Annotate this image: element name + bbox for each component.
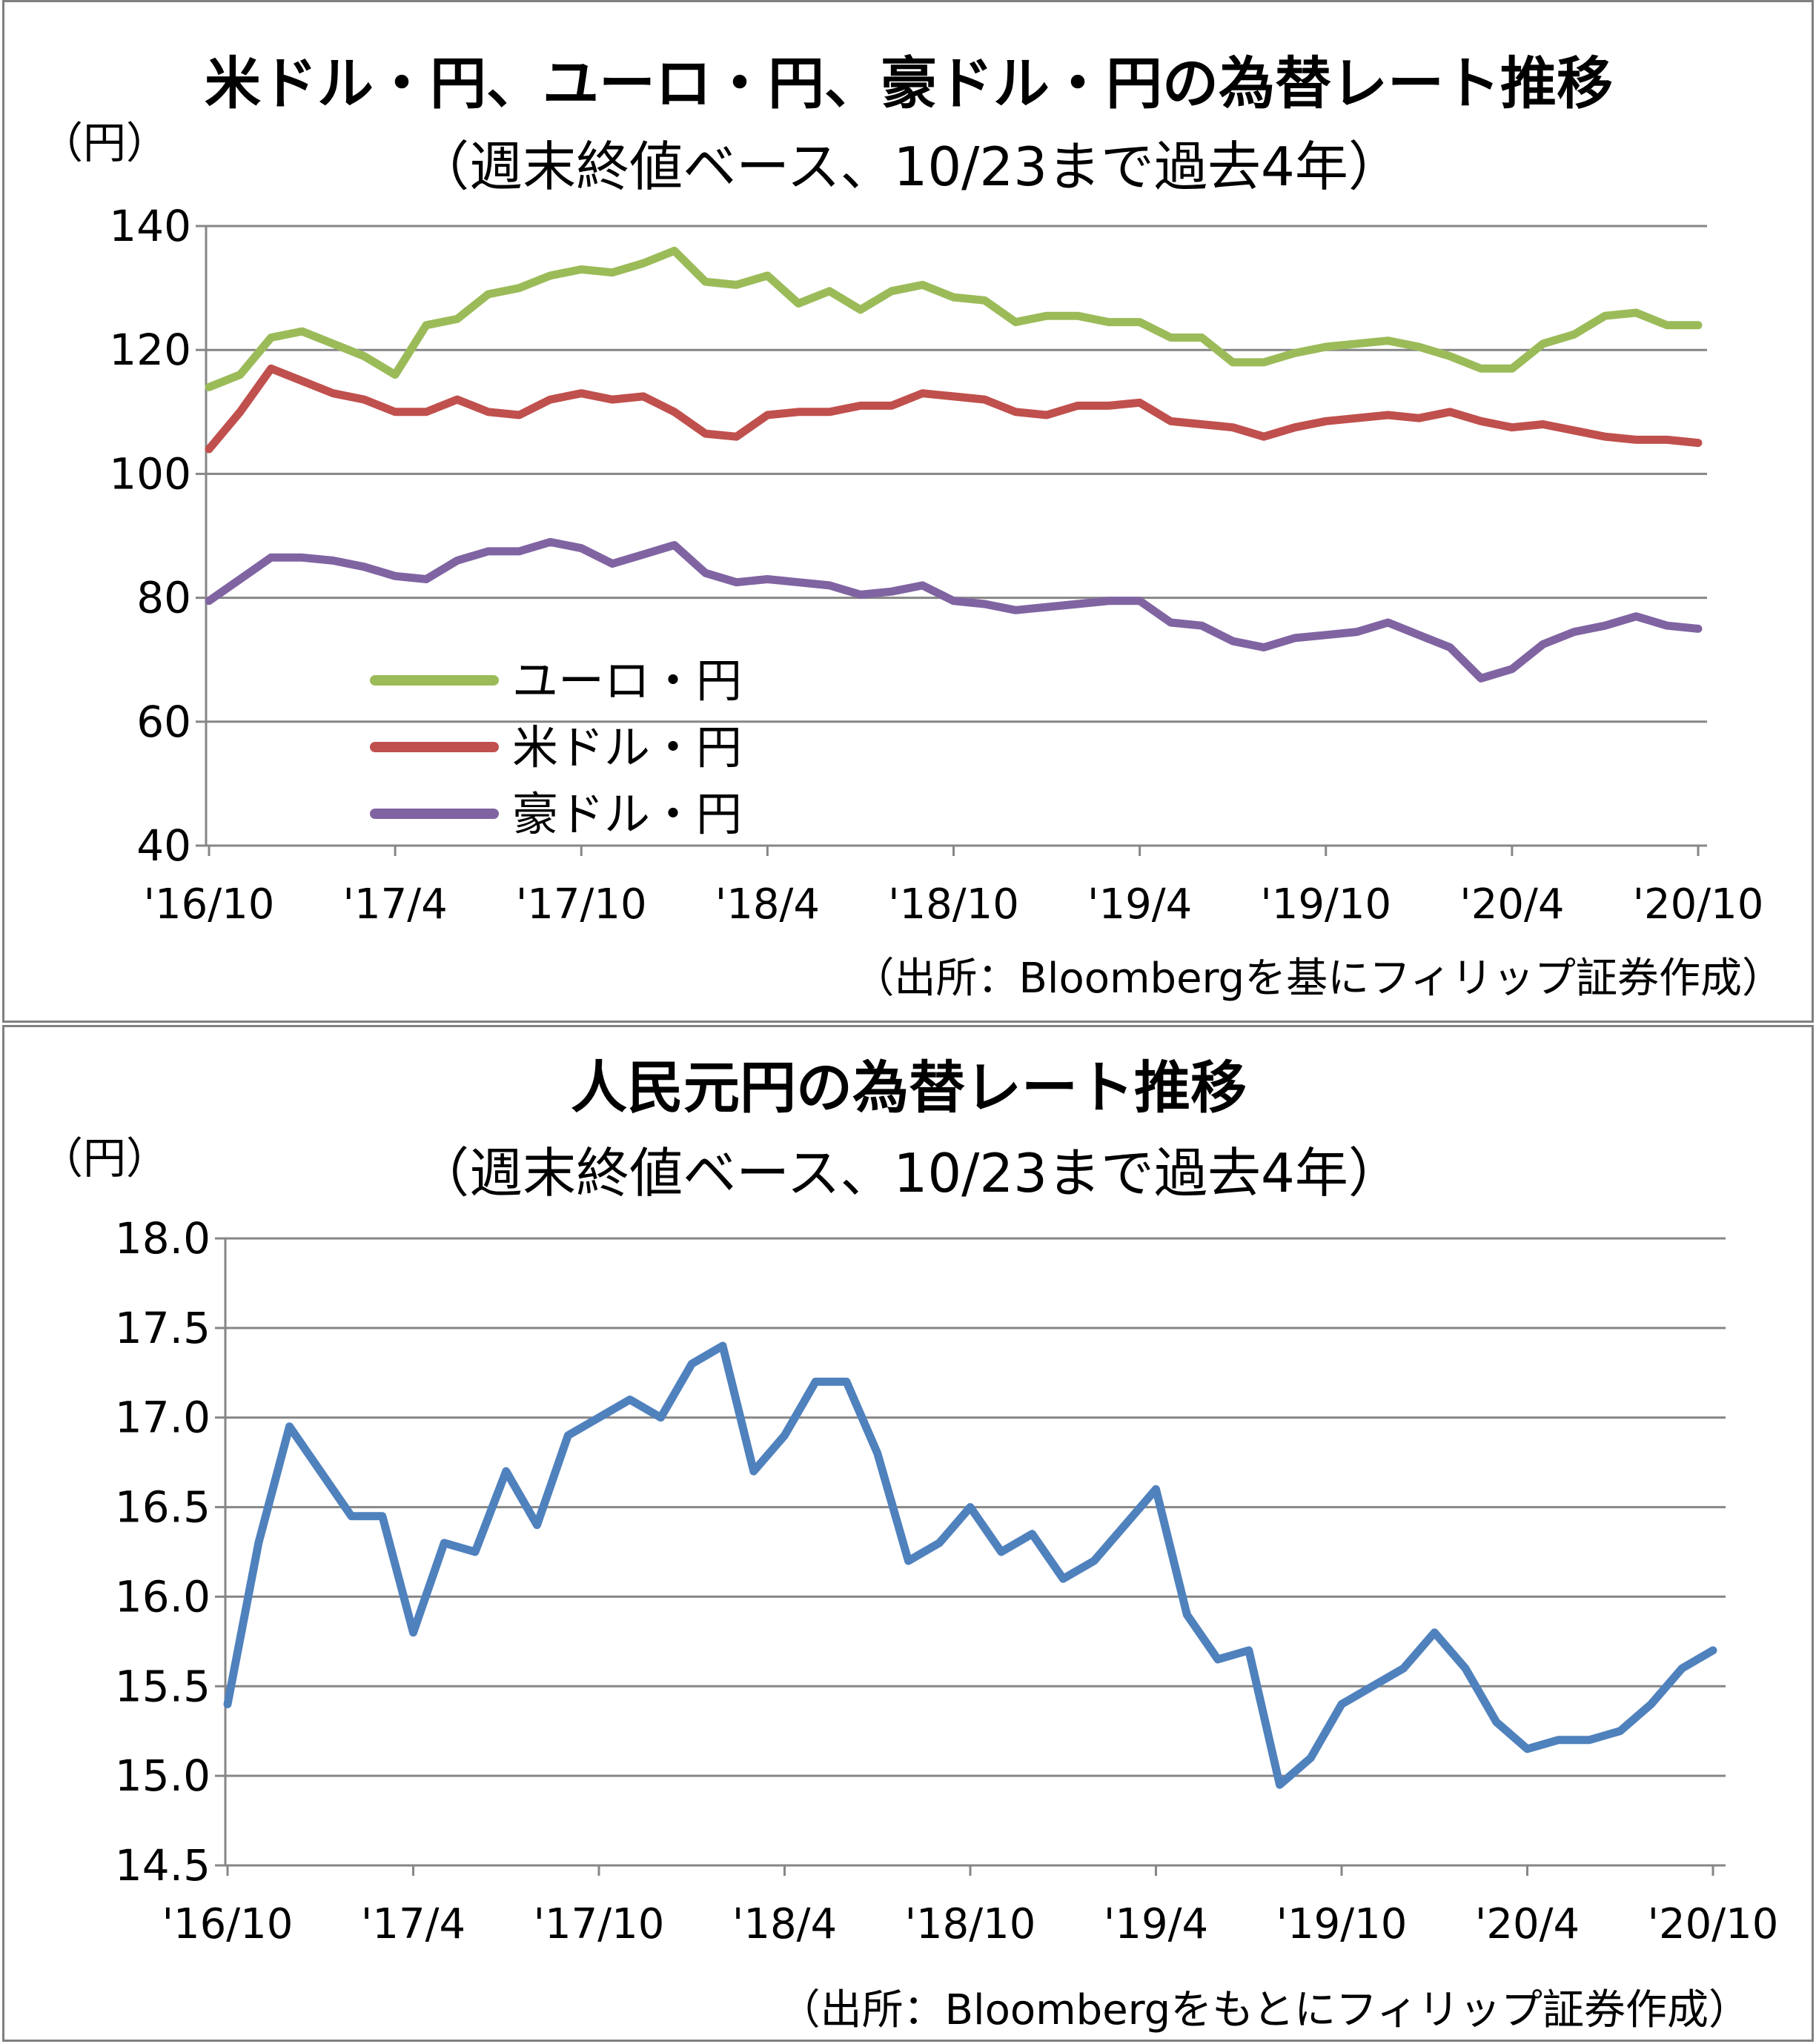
y-tick-label: 17.5 (115, 1303, 211, 1353)
x-tick-label: '19/10 (1260, 880, 1391, 929)
chart-title: 米ドル・円、ユーロ・円、豪ドル・円の為替レート推移 (205, 50, 1613, 116)
series-0 (228, 1346, 1713, 1785)
fx-chart-panel-top: 米ドル・円、ユーロ・円、豪ドル・円の為替レート推移 （週末終値ベース、10/23… (2, 0, 1814, 1023)
x-tick-labels: '16/10 '17/4 '17/10 '18/4 '18/10 '19/4 '19/10 '… (162, 1900, 1779, 1948)
legend-label: 豪ドル・円 (512, 787, 742, 841)
y-tick-label: 17.0 (115, 1393, 211, 1443)
x-tick-label: '19/4 (1104, 1900, 1208, 1948)
y-tick-labels: 140 120 100 80 60 40 (109, 201, 191, 871)
x-tick-label: '17/4 (343, 880, 448, 929)
y-tick-label: 120 (109, 325, 191, 375)
y-tick-label: 16.5 (115, 1482, 211, 1533)
chart-subtitle: （週末終値ベース、10/23まで過去4年） (416, 1142, 1402, 1204)
x-tick-label: '20/4 (1459, 880, 1564, 929)
y-tick-label: 14.5 (115, 1840, 211, 1891)
x-tick-label: '20/10 (1648, 1900, 1779, 1948)
x-tick-label: '19/10 (1276, 1900, 1408, 1948)
x-tick-label: '18/4 (715, 880, 820, 929)
legend-label: 米ドル・円 (512, 720, 742, 774)
x-tick-label: '18/10 (905, 1900, 1036, 1948)
x-tick-label: '16/10 (162, 1900, 294, 1948)
y-tick-label: 40 (136, 820, 191, 871)
series-line (209, 542, 1698, 678)
series-0 (209, 250, 1698, 387)
y-tick-label: 80 (136, 573, 191, 623)
chart-subtitle: （週末終値ベース、10/23まで過去4年） (416, 136, 1402, 198)
fx-line-chart-bottom: 人民元円の為替レート推移 （週末終値ベース、10/23まで過去4年） （円） 1… (4, 1027, 1816, 2044)
series-lines (228, 1346, 1713, 1785)
x-tick-label: '17/10 (516, 880, 647, 929)
x-tick-label: '17/10 (534, 1900, 665, 1948)
chart-title: 人民元円の為替レート推移 (571, 1055, 1247, 1121)
fx-chart-panel-bottom: 人民元円の為替レート推移 （週末終値ベース、10/23まで過去4年） （円） 1… (2, 1025, 1814, 2042)
x-tick-labels: '16/10 '17/4 '17/10 '18/4 '18/10 '19/4 '19/10 '… (144, 880, 1764, 929)
fx-line-chart-top: 米ドル・円、ユーロ・円、豪ドル・円の為替レート推移 （週末終値ベース、10/23… (4, 2, 1816, 1025)
source-note: （出所：Bloombergを基にフィリップ証券作成） (852, 955, 1783, 1003)
x-tick-label: '19/4 (1087, 880, 1192, 929)
x-tick-label: '17/4 (361, 1900, 465, 1948)
legend-label: ユーロ・円 (512, 654, 742, 708)
x-tick-label: '18/10 (888, 880, 1019, 929)
y-tick-label: 15.5 (115, 1661, 211, 1711)
series-line (209, 250, 1698, 387)
x-tick-label: '18/4 (732, 1900, 837, 1948)
series-line (228, 1346, 1713, 1785)
y-tick-label: 140 (109, 201, 191, 251)
y-tick-label: 18.0 (115, 1213, 211, 1264)
series-2 (209, 542, 1698, 678)
x-tick-label: '16/10 (144, 880, 275, 929)
y-tick-labels: 18.0 17.5 17.0 16.5 16.0 15.5 15.0 14.5 (115, 1213, 211, 1891)
y-tick-label: 15.0 (115, 1751, 211, 1801)
y-unit-label: （円） (40, 1133, 169, 1184)
y-tick-label: 60 (136, 697, 191, 747)
series-1 (209, 368, 1698, 449)
y-tick-label: 100 (109, 448, 191, 499)
x-tick-label: '20/10 (1633, 880, 1764, 929)
grid-lines (225, 1238, 1726, 1776)
y-unit-label: （円） (40, 118, 169, 168)
series-lines (209, 250, 1698, 678)
axes (196, 226, 1707, 856)
y-tick-label: 16.0 (115, 1571, 211, 1622)
source-note: （出所：Bloombergをもとにフィリップ証券作成） (779, 1986, 1750, 2034)
x-tick-label: '20/4 (1475, 1900, 1580, 1948)
series-line (209, 368, 1698, 449)
